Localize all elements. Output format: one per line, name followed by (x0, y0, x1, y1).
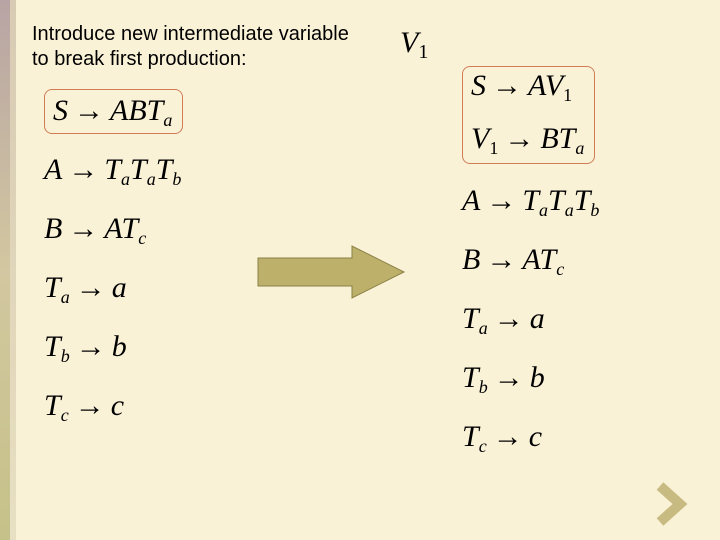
production: A→TaTaTb (44, 155, 183, 188)
production: Ta→a (44, 273, 183, 306)
production: Tb→b (44, 332, 183, 365)
slide: Introduce new intermediate variable to b… (0, 0, 720, 540)
production: Ta→a (462, 304, 599, 337)
intro-line1: Introduce new intermediate variable (32, 23, 349, 45)
intro-variable-sub: 1 (418, 41, 428, 63)
left-stripe-b (10, 0, 16, 540)
production: B→ATc (44, 214, 183, 247)
production-box: S→AV1 V1→BTa (462, 66, 595, 164)
production-box: S→ABTa (44, 89, 183, 134)
intro-text: Introduce new intermediate variable to b… (32, 22, 349, 72)
production: A→TaTaTb (462, 186, 599, 219)
production: Tc→c (462, 422, 599, 455)
productions-left: S→ABTa A→TaTaTb B→ATc Ta→a Tb→b Tc→c (44, 96, 183, 450)
intro-line2: to break first production: (32, 48, 247, 70)
intro-variable: V1 (400, 26, 428, 64)
productions-right: S→AV1 V1→BTa A→TaTaTb B→ATc Ta→a Tb→b Tc→c (462, 66, 599, 481)
production: B→ATc (462, 245, 599, 278)
left-stripe-a (0, 0, 10, 540)
production: S→ABTa (44, 96, 183, 129)
production: V1→BTa (471, 124, 584, 157)
intro-variable-base: V (400, 26, 418, 59)
production: S→AV1 (471, 71, 584, 104)
production: Tb→b (462, 363, 599, 396)
production: Tc→c (44, 391, 183, 424)
